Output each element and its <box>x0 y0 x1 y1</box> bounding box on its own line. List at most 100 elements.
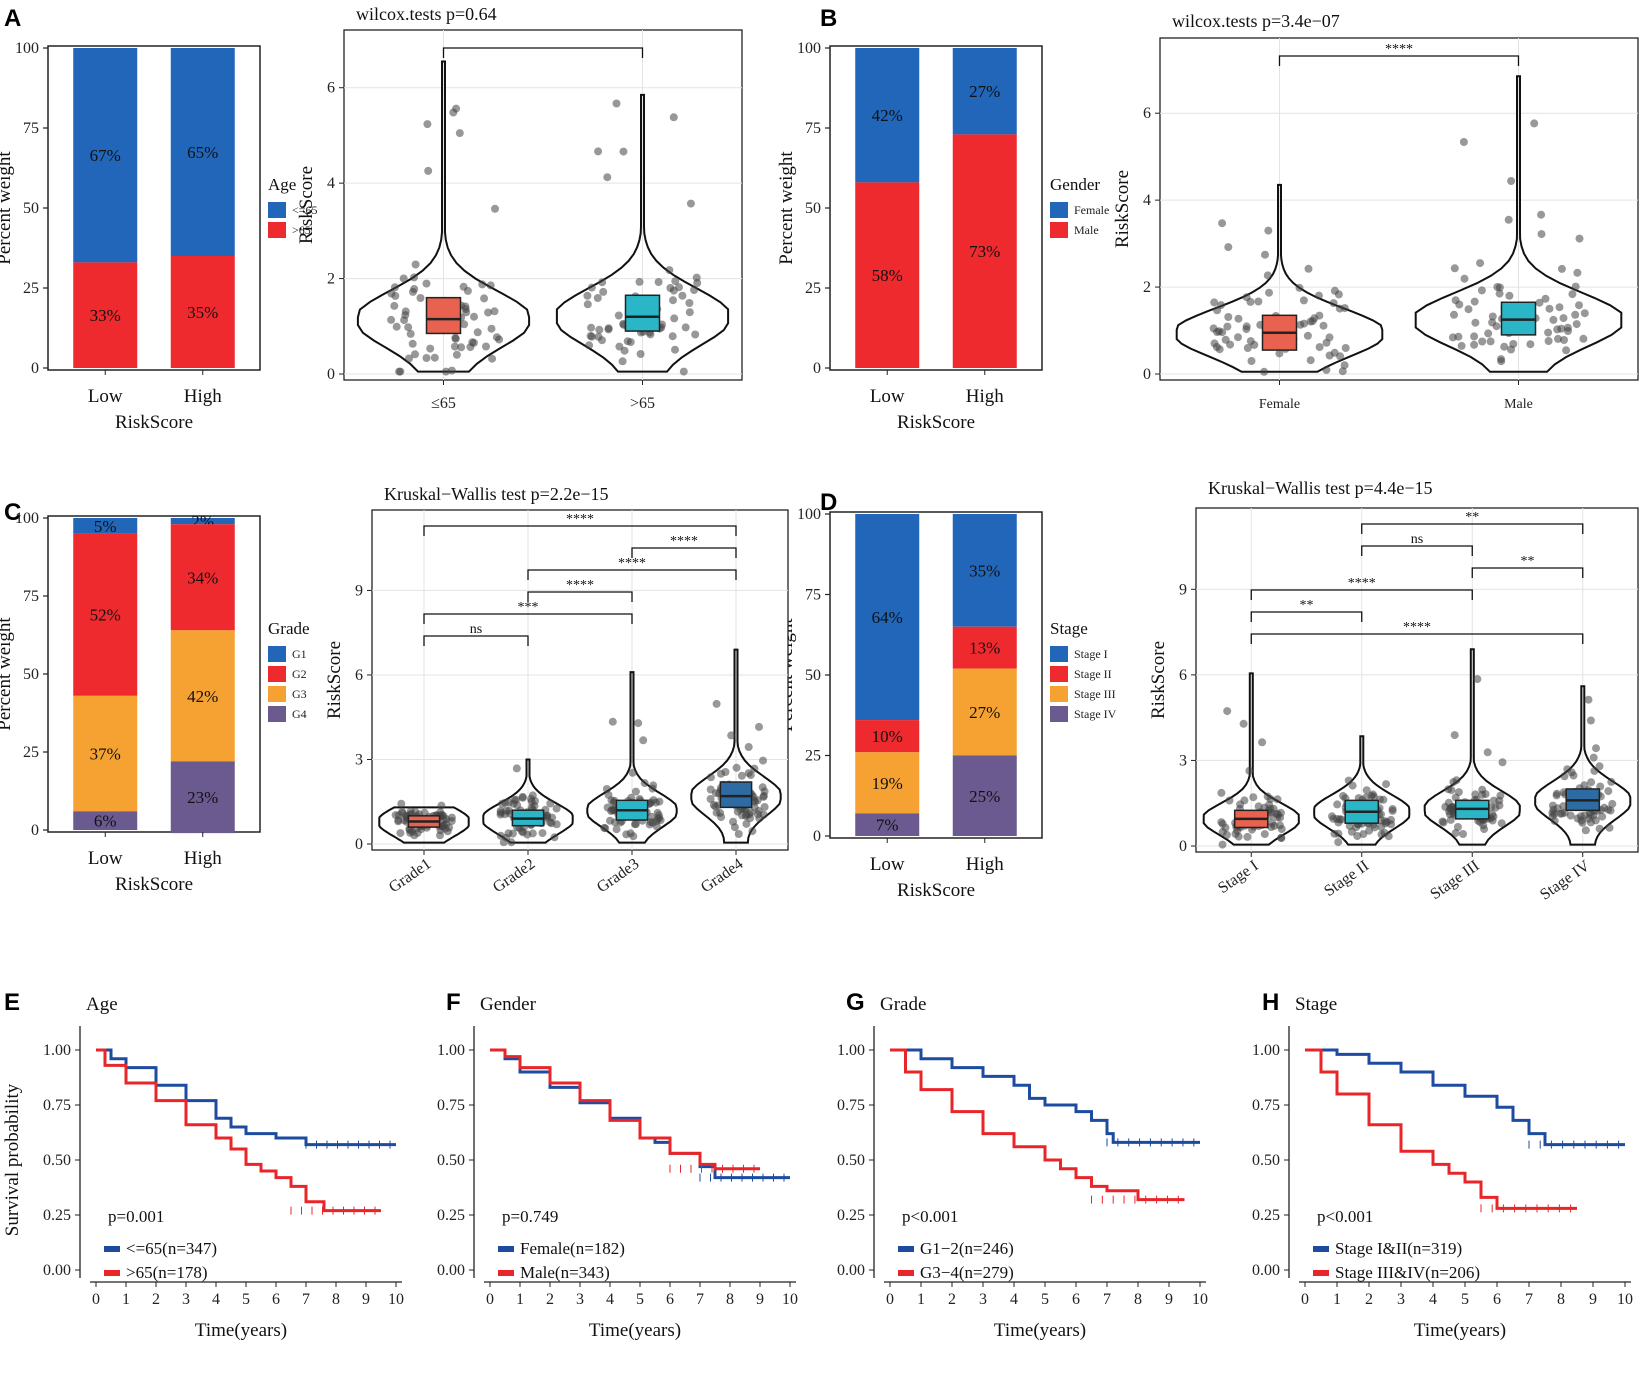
legend-label: Male(n=343) <box>520 1263 610 1282</box>
data-label: 27% <box>969 82 1000 101</box>
jitter-point <box>396 829 405 838</box>
x-tick-label: 7 <box>696 1291 704 1308</box>
x-tick-label: 1 <box>917 1291 925 1308</box>
jitter-point <box>1217 788 1226 797</box>
y-tick-label: 0.50 <box>43 1152 71 1169</box>
jitter-point <box>587 323 596 332</box>
jitter-point <box>622 830 631 839</box>
jitter-point <box>1584 814 1593 823</box>
x-tick-label: High <box>184 848 223 869</box>
jitter-point <box>669 113 678 122</box>
bar-segment <box>170 630 235 762</box>
bar-segment <box>855 182 920 368</box>
jitter-point <box>758 783 767 792</box>
jitter-point <box>603 173 612 182</box>
panel-label-f: F <box>446 989 461 1016</box>
jitter-point <box>1563 765 1572 774</box>
jitter-point <box>594 147 603 156</box>
jitter-point <box>424 166 433 175</box>
legend-label: Female(n=182) <box>520 1239 625 1258</box>
km-chart-h: 0.00 0.25 0.50 0.75 1.00 0 1 2 3 4 5 6 7 8 9 10 Stage Tim… <box>1252 994 1633 1341</box>
jitter-point <box>1362 793 1370 802</box>
x-tick-label: 3 <box>182 1291 190 1308</box>
jitter-point <box>1608 799 1617 808</box>
jitter-point <box>447 817 456 825</box>
jitter-point <box>1497 357 1506 366</box>
jitter-point <box>654 811 663 820</box>
jitter-point <box>1484 329 1493 338</box>
jitter-point <box>1541 294 1550 303</box>
legend-label: Stage II <box>1074 667 1112 681</box>
chart-title: wilcox.tests p=3.4e−07 <box>1172 11 1340 31</box>
jitter-point <box>1590 766 1599 775</box>
y-tick-label: 100 <box>15 510 39 527</box>
jitter-point <box>408 339 417 348</box>
jitter-point <box>1464 305 1473 314</box>
significance-bracket <box>1471 567 1584 578</box>
jitter-point <box>1239 719 1248 728</box>
y-tick-label: 0 <box>1179 838 1187 855</box>
y-tick-label: 0 <box>813 828 821 845</box>
jitter-point <box>706 785 715 794</box>
y-axis-title: Percent weight <box>776 151 797 265</box>
x-tick-label: 5 <box>1461 1291 1469 1308</box>
km-chart-g: 0.00 0.25 0.50 0.75 1.00 0 1 2 3 4 5 6 7 8 9 10 Grade Tim… <box>837 994 1208 1341</box>
jitter-point <box>480 294 489 303</box>
x-tick-label: Grade3 <box>594 855 642 896</box>
jitter-point <box>450 342 459 351</box>
jitter-point <box>1451 296 1460 305</box>
jitter-point <box>1273 795 1282 804</box>
p-value: p<0.001 <box>1317 1207 1373 1226</box>
jitter-point <box>1537 230 1546 239</box>
jitter-point <box>1322 365 1331 374</box>
jitter-point <box>528 791 537 800</box>
jitter-point <box>1382 780 1391 789</box>
x-tick-label: High <box>966 854 1005 875</box>
jitter-point <box>1221 335 1230 344</box>
x-tick-label: 9 <box>1165 1291 1173 1308</box>
y-tick-label: 0 <box>31 822 39 839</box>
violin-chart-a2: 0 2 4 6 wilcox.tests p=0.64 RiskScore ≤65 >65 <box>296 4 743 412</box>
legend-label: Stage III&IV(n=206) <box>1335 1263 1480 1282</box>
bar-segment <box>73 533 138 696</box>
significance-label: **** <box>566 512 594 527</box>
bar-segment <box>170 256 235 368</box>
y-tick-label: 75 <box>23 588 39 605</box>
jitter-point <box>411 807 420 816</box>
x-tick-label: Low <box>88 848 123 869</box>
jitter-point <box>685 308 694 317</box>
jitter-point <box>1263 271 1272 280</box>
jitter-point <box>1444 785 1453 794</box>
jitter-point <box>717 769 725 778</box>
jitter-point <box>550 833 559 842</box>
jitter-point <box>634 719 643 728</box>
y-tick-label: 6 <box>355 667 363 684</box>
legend-label: G1 <box>292 647 307 661</box>
y-axis-title: RiskScore <box>324 641 345 719</box>
jitter-point <box>1470 340 1479 349</box>
data-label: 6% <box>94 812 117 831</box>
jitter-point <box>760 803 769 811</box>
chart-title: Kruskal−Wallis test p=4.4e−15 <box>1208 478 1432 498</box>
jitter-point <box>1308 317 1317 326</box>
jitter-point <box>401 311 410 320</box>
jitter-point <box>1448 333 1457 342</box>
jitter-point <box>1507 177 1516 185</box>
jitter-point <box>1575 301 1583 310</box>
violin-shape <box>1414 75 1623 373</box>
jitter-point <box>587 283 596 292</box>
x-tick-label: 6 <box>1493 1291 1501 1308</box>
data-label: 13% <box>969 639 1000 658</box>
jitter-point <box>1333 815 1342 823</box>
significance-label: *** <box>518 600 539 615</box>
jitter-point <box>1368 790 1377 799</box>
jitter-point <box>1353 832 1362 840</box>
jitter-point <box>1497 819 1506 828</box>
legend-swatch <box>268 222 286 238</box>
x-axis-title: RiskScore <box>115 874 193 895</box>
y-tick-label: 25 <box>23 744 39 761</box>
y-tick-label: 25 <box>23 280 39 297</box>
jitter-point <box>423 120 432 129</box>
legend-title: Grade <box>268 619 310 638</box>
jitter-point <box>1209 324 1218 333</box>
